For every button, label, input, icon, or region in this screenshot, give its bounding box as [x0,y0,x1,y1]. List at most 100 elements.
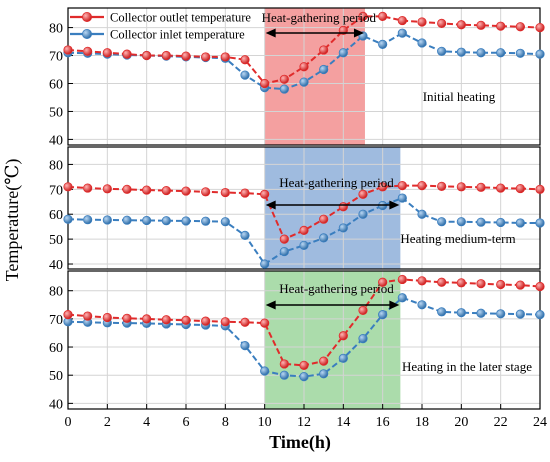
outlet-point [240,188,250,198]
legend-label: Collector outlet temperature [110,11,251,25]
y-tick-label: 80 [49,158,63,173]
inlet-point [63,214,73,224]
outlet-point [181,51,191,61]
outlet-point [535,281,545,292]
outlet-point [378,11,388,21]
outlet-point [279,234,289,244]
outlet-point [319,214,329,224]
inlet-point [299,77,309,87]
inlet-point [456,308,466,318]
outlet-point [240,55,250,65]
outlet-point [476,182,486,192]
outlet-point [102,48,112,58]
outlet-point [142,185,152,195]
y-tick-label: 70 [49,313,63,328]
x-tick-label: 10 [258,415,272,430]
outlet-point [201,316,211,326]
outlet-point [142,50,152,61]
inlet-point [260,259,270,269]
outlet-point [161,50,171,61]
outlet-point [358,189,368,199]
inlet-point [299,372,309,382]
outlet-point [319,356,329,366]
inlet-point [181,216,191,226]
inlet-point [378,310,388,320]
x-tick-label: 12 [297,415,311,430]
legend-entry-outlet: Collector outlet temperature [70,11,251,25]
outlet-point [220,187,230,198]
outlet-point [338,202,348,212]
y-axis-label: Temperature(℃) [2,159,23,282]
inlet-point [417,38,427,48]
legend: Collector outlet temperature Collector in… [70,11,251,42]
outlet-point [102,184,112,194]
y-tick-label: 60 [49,341,63,356]
outlet-point [496,21,506,31]
outlet-point [142,314,152,324]
y-tick-label: 40 [49,133,63,148]
outlet-point [417,180,427,191]
y-tick-label: 60 [49,77,63,92]
outlet-point [63,310,73,320]
outlet-point [122,184,132,194]
period-arrow-head-left [265,28,276,38]
outlet-point [515,22,525,32]
x-tick-label: 18 [415,415,429,430]
outlet-point [279,359,289,369]
outlet-point [83,46,93,56]
inlet-point [102,215,112,225]
inlet-point [83,215,93,225]
y-tick-label: 40 [49,258,63,273]
inlet-point [358,209,368,219]
inlet-point [240,341,250,351]
outlet-point [63,182,73,192]
inlet-point [319,233,329,243]
heat-gathering-label: Heat-gathering period [279,281,394,296]
y-tick-label: 50 [49,105,63,120]
outlet-point [476,20,486,30]
outlet-point [417,17,427,27]
outlet-point [476,279,486,289]
outlet-point [456,20,466,30]
x-tick-label: 20 [454,415,468,430]
panel-annotation: Initial heating [423,89,496,104]
outlet-point [83,311,93,321]
outlet-point [378,277,388,287]
inlet-point [319,369,329,379]
inlet-point [279,84,289,94]
outlet-point [358,11,368,21]
inlet-point [437,307,447,317]
inlet-point [240,70,250,80]
outlet-point [496,183,506,193]
y-tick-label: 50 [49,233,63,248]
heat-gathering-label: Heat-gathering period [279,175,394,190]
inlet-point [535,218,545,228]
outlet-point [201,52,211,62]
heat-gathering-band [264,8,365,145]
y-tick-label: 80 [49,22,63,37]
x-tick-label: 8 [222,415,229,430]
outlet-point [279,74,289,84]
outlet-point [535,184,545,194]
outlet-point [496,279,506,290]
inlet-point [515,218,525,228]
outlet-point [220,52,230,62]
inlet-point [319,64,329,75]
x-axis: 0 2 4 6 8 10 12 14 16 18 20 22 24 [65,404,547,430]
inlet-point [417,209,427,219]
period-arrow-head-left [265,200,276,210]
panel-3: 40 50 60 70 80 Heat-gathering period Heating i… [49,270,545,412]
period-arrow-head-right [353,28,364,38]
outlet-point [83,183,93,193]
inlet-point [260,366,270,376]
outlet-point [220,317,230,327]
period-arrow-head-left [265,300,276,310]
inlet-point [496,217,506,228]
outlet-point [338,331,348,341]
x-tick-label: 24 [533,415,547,430]
inlet-point [476,217,486,227]
panel-frame [67,146,541,270]
panel-2: 40 50 60 70 80 Heat-gathering period Heating m… [49,146,545,273]
x-tick-label: 22 [494,415,508,430]
